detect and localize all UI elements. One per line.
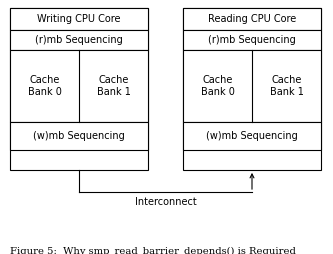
Bar [183, 122, 321, 150]
Text: Reading CPU Core: Reading CPU Core [208, 14, 296, 24]
Bar [10, 30, 148, 50]
Text: Cache
Bank 0: Cache Bank 0 [200, 75, 234, 97]
Text: Interconnect: Interconnect [135, 197, 196, 207]
Bar [183, 8, 321, 30]
Bar [183, 30, 321, 50]
Bar [10, 122, 148, 150]
Text: Cache
Bank 1: Cache Bank 1 [97, 75, 131, 97]
Bar [10, 8, 148, 170]
Bar [10, 50, 148, 122]
Text: Cache
Bank 1: Cache Bank 1 [269, 75, 303, 97]
Text: Writing CPU Core: Writing CPU Core [37, 14, 121, 24]
Text: Figure 5:  Why smp_read_barrier_depends() is Required: Figure 5: Why smp_read_barrier_depends()… [10, 246, 296, 254]
Text: Cache
Bank 0: Cache Bank 0 [28, 75, 61, 97]
Bar [183, 50, 321, 122]
Bar [183, 8, 321, 170]
Text: (r)mb Sequencing: (r)mb Sequencing [35, 35, 123, 45]
Bar [10, 8, 148, 30]
Text: (w)mb Sequencing: (w)mb Sequencing [33, 131, 125, 141]
Text: (w)mb Sequencing: (w)mb Sequencing [206, 131, 298, 141]
Text: (r)mb Sequencing: (r)mb Sequencing [208, 35, 296, 45]
